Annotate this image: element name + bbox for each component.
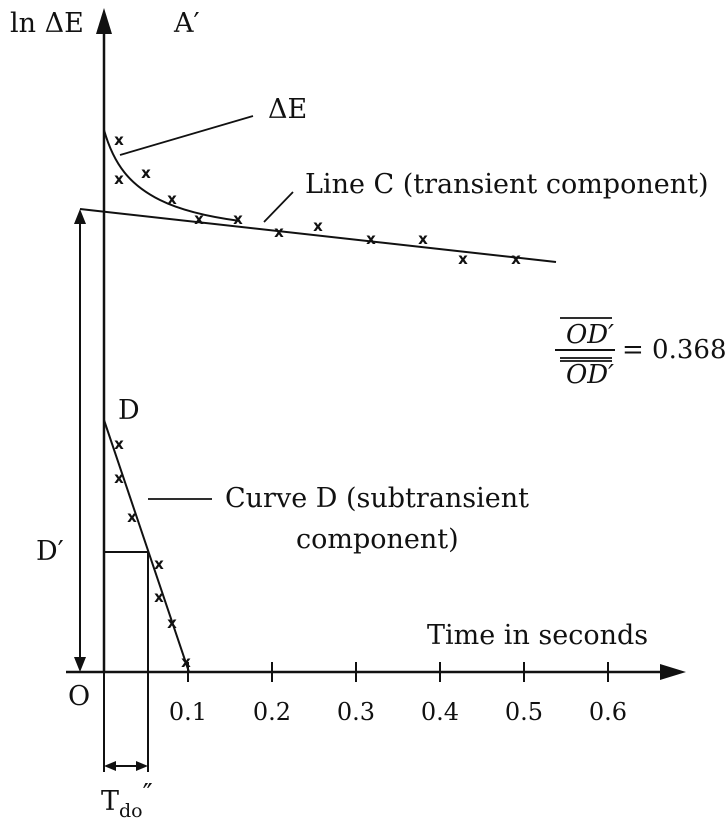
data-marker: x — [114, 170, 124, 188]
curve-d — [103, 419, 190, 673]
ratio-annotation: OD′ OD′ = 0.368 — [555, 317, 726, 390]
ratio-value: = 0.368 — [622, 335, 726, 365]
data-marker: x — [233, 210, 243, 228]
a-prime-label: A′ — [173, 8, 200, 39]
x-tick-label: 0.4 — [421, 698, 459, 726]
x-tick-label: 0.3 — [337, 698, 375, 726]
line-c-leader — [263, 191, 294, 223]
x-tick-label: 0.2 — [253, 698, 291, 726]
ratio-denominator: OD′ — [566, 360, 614, 390]
delta-e-leader — [119, 115, 254, 156]
line-c-label: Line C (transient component) — [305, 169, 708, 200]
data-marker: x — [114, 435, 124, 453]
y-axis-arrow-icon — [96, 8, 112, 34]
data-marker: x — [114, 469, 124, 487]
d-prime-label: D′ — [36, 536, 64, 567]
tdo-arrow-left-icon — [104, 761, 116, 771]
tdo-main: T — [101, 786, 119, 817]
data-marker: x — [274, 223, 284, 241]
x-tick-label: 0.5 — [505, 698, 543, 726]
data-marker: x — [141, 164, 151, 182]
line-c — [79, 208, 557, 263]
data-marker: x — [458, 250, 468, 268]
data-marker: x — [181, 653, 191, 671]
data-marker: x — [511, 250, 521, 268]
curve-d-label-line1: Curve D (subtransient — [225, 483, 529, 514]
curve-d-label-line2: component) — [296, 524, 459, 555]
ratio-numerator: OD′ — [566, 320, 614, 350]
tdo-arrow-right-icon — [136, 761, 148, 771]
d-prime-arrow-bottom-icon — [74, 657, 86, 672]
d-label: D — [118, 395, 140, 426]
x-tick-label: 0.1 — [169, 698, 207, 726]
x-tick-label: 0.6 — [589, 698, 627, 726]
x-axis-arrow-icon — [660, 664, 686, 680]
origin-label: O — [68, 681, 90, 712]
y-axis-label: ln ΔE — [10, 8, 84, 39]
data-marker: x — [154, 588, 164, 606]
tdo-prime: ″ — [143, 779, 153, 810]
d-prime-arrow-top-icon — [74, 209, 86, 224]
delta-e-label: ΔE — [268, 94, 307, 125]
data-marker: x — [194, 210, 204, 228]
data-marker: x — [127, 508, 137, 526]
data-markers: x x x x x x x x x x x x x x x x x x x — [114, 131, 521, 671]
data-marker: x — [418, 230, 428, 248]
tdo-subscript: do — [119, 800, 143, 822]
delta-e-curve — [103, 129, 241, 222]
tdo-rectangle — [104, 551, 149, 672]
data-marker: x — [167, 614, 177, 632]
data-marker: x — [154, 555, 164, 573]
data-marker: x — [366, 230, 376, 248]
tdo-label: Tdo″ — [101, 779, 153, 822]
data-marker: x — [313, 217, 323, 235]
time-axis-label: Time in seconds — [427, 620, 648, 651]
data-marker: x — [167, 190, 177, 208]
data-marker: x — [114, 131, 124, 149]
